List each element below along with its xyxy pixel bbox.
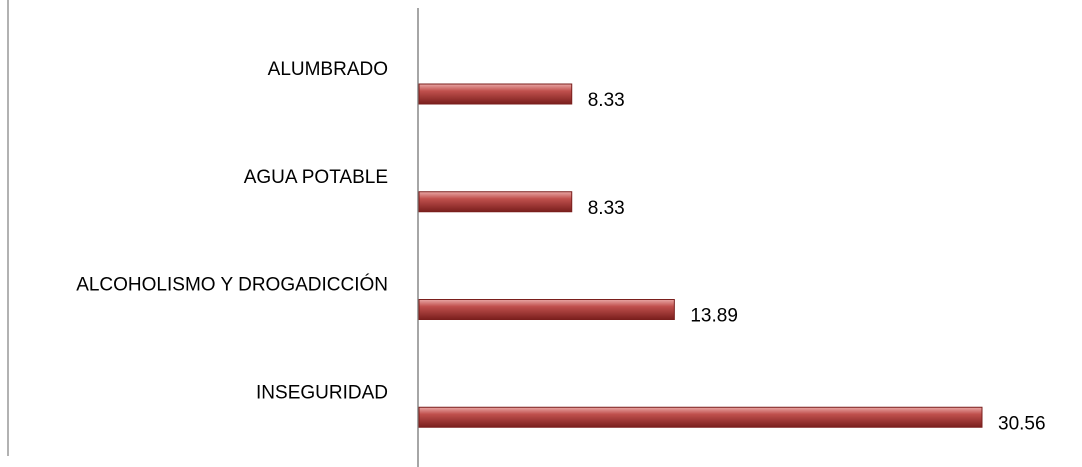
value-label: 8.33 — [588, 198, 625, 219]
value-label: 30.56 — [998, 413, 1046, 434]
value-label: 13.89 — [690, 306, 738, 327]
category-label: ALUMBRADO — [268, 59, 388, 80]
category-label: INSEGURIDAD — [256, 382, 388, 403]
bar — [418, 406, 983, 428]
category-label: AGUA POTABLE — [244, 167, 388, 188]
bar — [418, 83, 573, 105]
category-label: ALCOHOLISMO Y DROGADICCIÓN — [76, 274, 388, 296]
bar — [418, 191, 573, 213]
value-label: 8.33 — [588, 90, 625, 111]
bar — [418, 299, 675, 320]
